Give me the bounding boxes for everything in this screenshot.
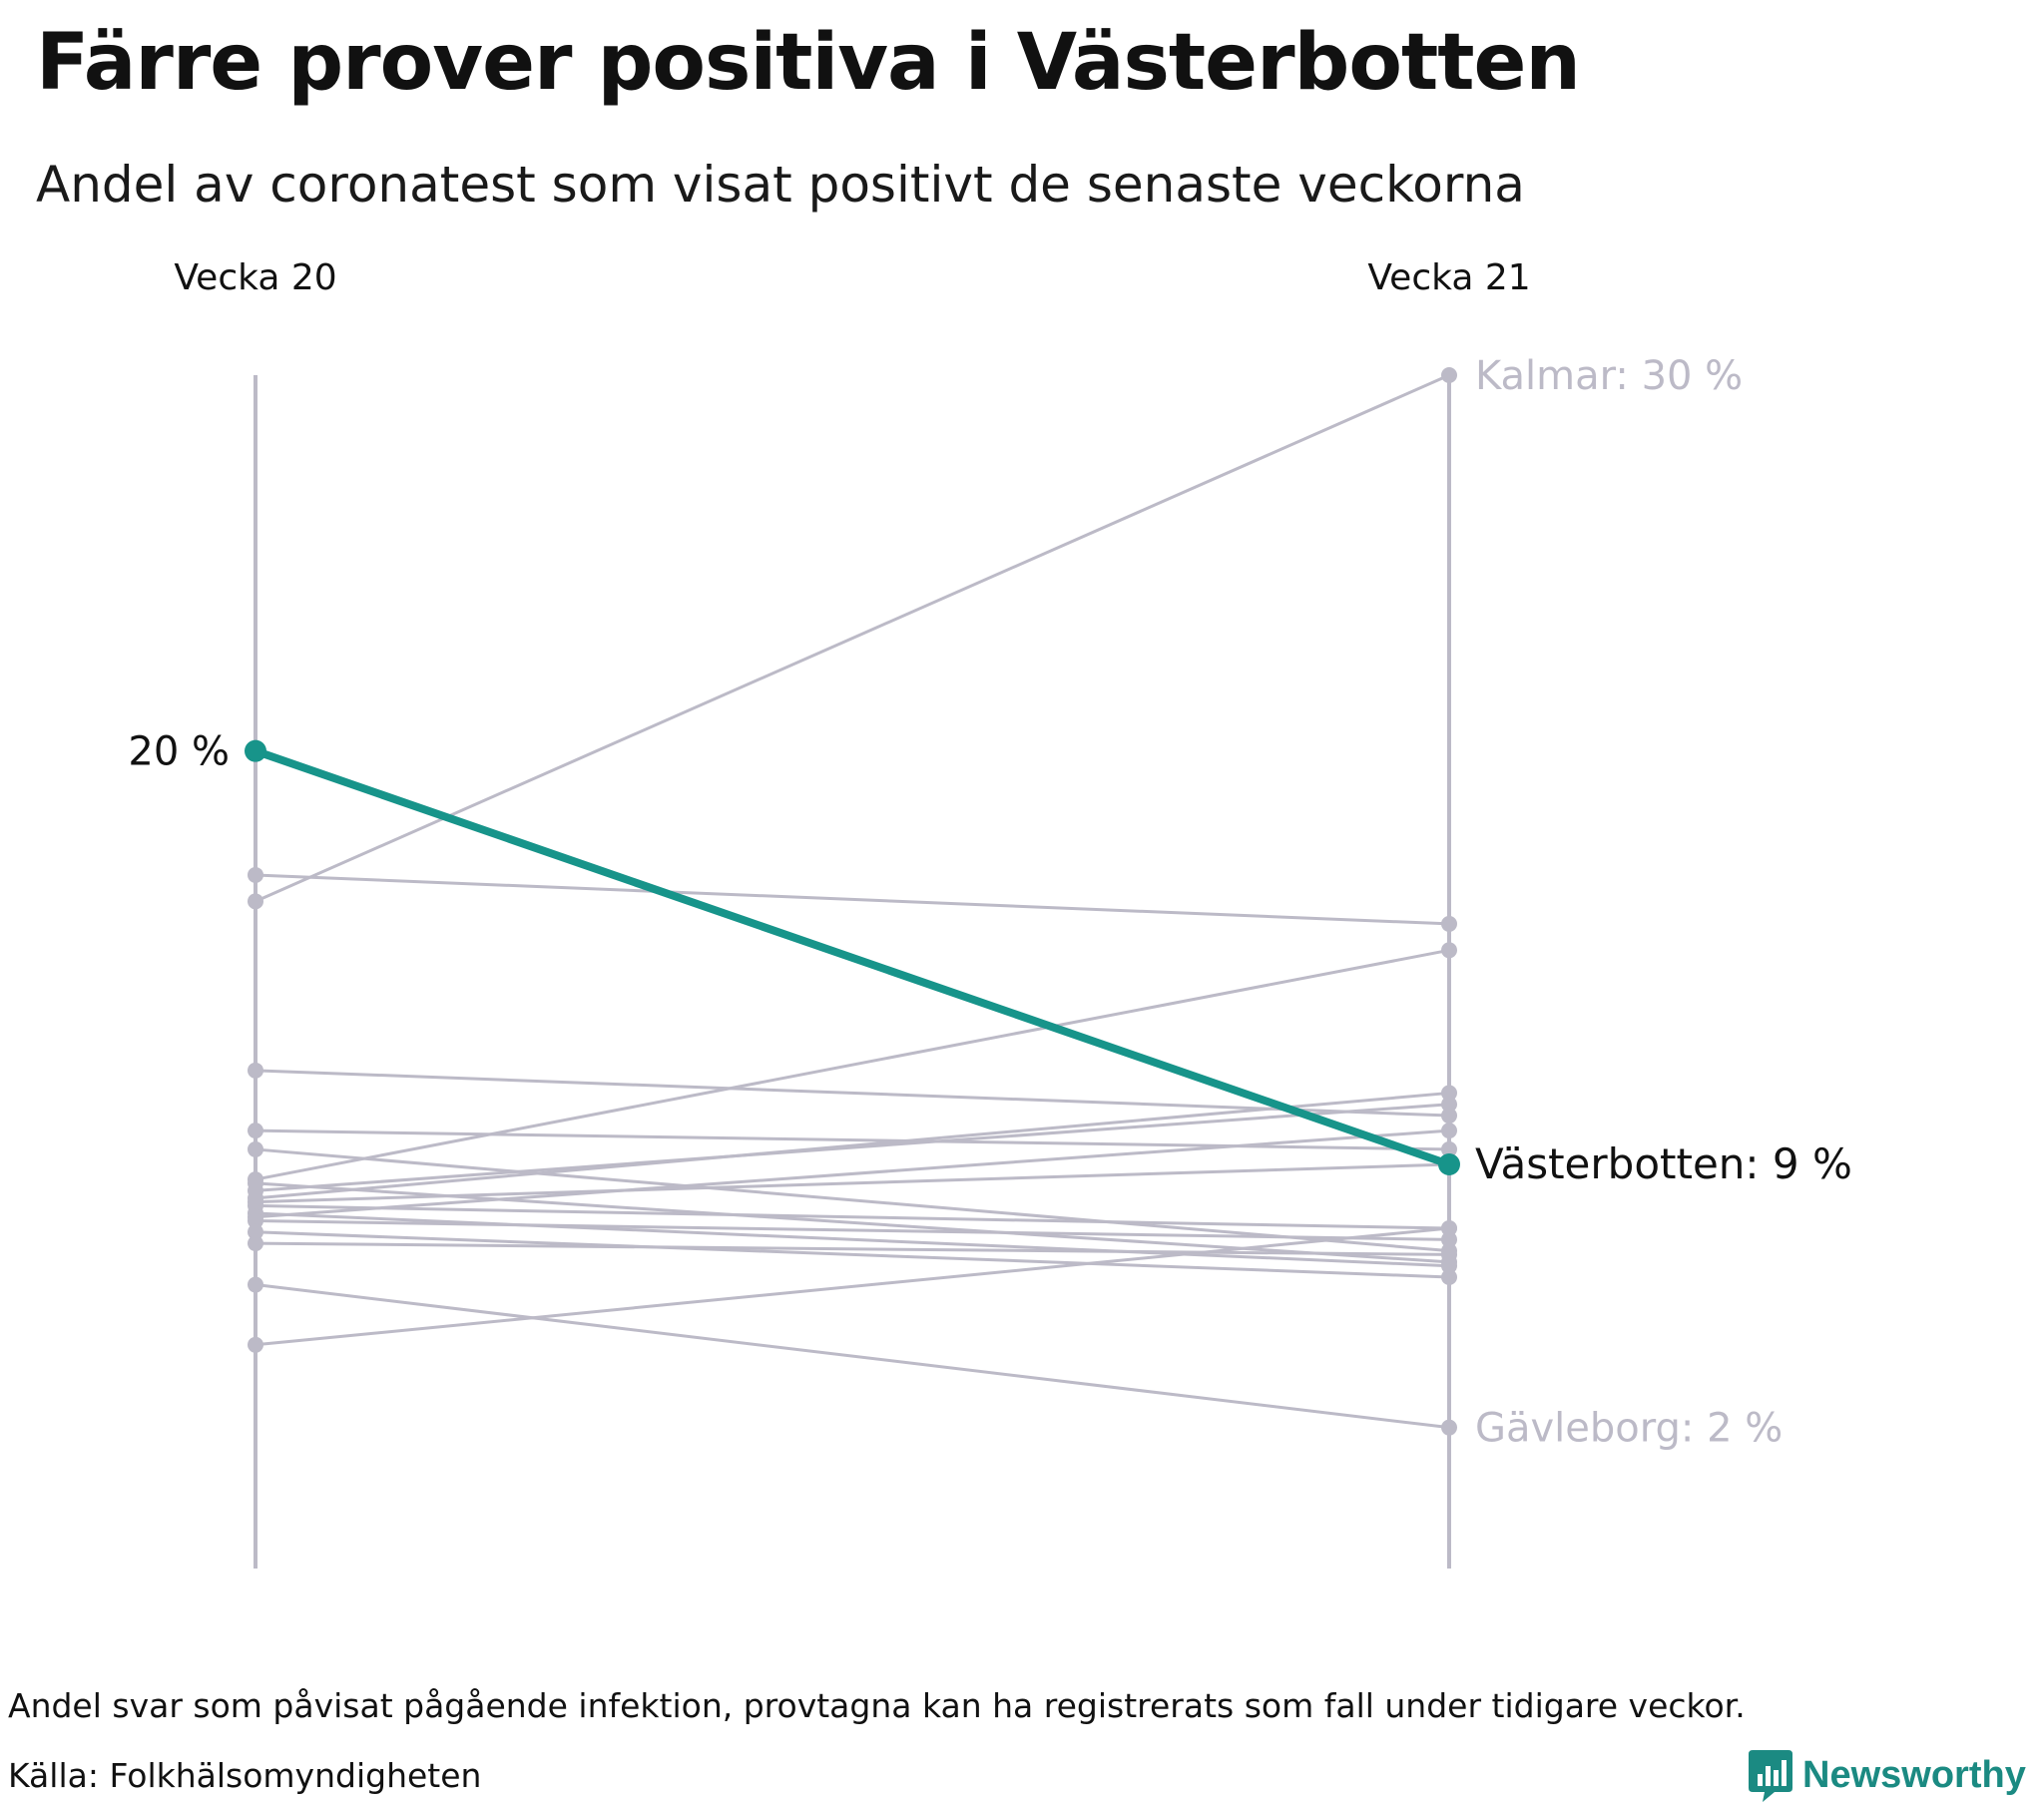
series-line-region-h: [255, 1091, 1450, 1200]
newsworthy-logo: Newsworthy: [1749, 1748, 2026, 1802]
chart-subtitle: Andel av coronatest som visat positivt d…: [36, 156, 1525, 214]
series-line-region-o: [255, 1226, 1450, 1347]
point-kalmar-week-20: [248, 893, 263, 910]
series-line-region-i: [255, 1162, 1450, 1204]
point-region-n-week-20: [248, 1235, 263, 1252]
x-label-week-20: Vecka 20: [174, 257, 336, 298]
series-line-region-d: [255, 1147, 1450, 1253]
label-gävleborg: Gävleborg: 2 %: [1475, 1406, 1783, 1452]
series-line-region-k: [255, 1211, 1450, 1268]
point-region-g-week-21: [1441, 1096, 1457, 1113]
point-region-b-week-20: [248, 1062, 263, 1079]
series-line-region-m: [255, 1219, 1450, 1241]
series-line-västerbotten: [252, 746, 1453, 1168]
footnote: Andel svar som påvisat pågående infektio…: [8, 1686, 1746, 1725]
series-line-region-l: [255, 1128, 1450, 1219]
logo-text: Newsworthy: [1802, 1753, 2026, 1796]
series-line-kalmar: [255, 373, 1450, 903]
series-line-region-e: [255, 948, 1450, 1181]
point-region-m-week-21: [1441, 1231, 1457, 1248]
point-region-e-week-21: [1441, 942, 1457, 959]
series-line-region-n: [255, 1241, 1450, 1256]
point-region-n-week-21: [1441, 1246, 1457, 1263]
point-region-l-week-21: [1441, 1123, 1457, 1139]
point-region-p-week-21: [1441, 1269, 1457, 1285]
point-region-h-week-21: [1441, 1085, 1457, 1102]
point-region-o-week-21: [1441, 1220, 1457, 1237]
point-region-p-week-20: [248, 1223, 263, 1240]
label-västerbotten-end: Västerbotten: 9 %: [1475, 1139, 1852, 1188]
point-västerbotten-week-21: [1438, 1153, 1460, 1175]
point-region-k-week-21: [1441, 1257, 1457, 1274]
point-region-c-week-21: [1441, 1140, 1457, 1157]
point-gävleborg-week-20: [248, 1276, 263, 1293]
label-kalmar: Kalmar: 30 %: [1475, 353, 1743, 399]
series-line-gävleborg: [255, 1283, 1450, 1430]
point-region-m-week-20: [248, 1212, 263, 1229]
point-region-b-week-21: [1441, 1108, 1457, 1125]
point-region-o-week-20: [248, 1336, 263, 1353]
point-gävleborg-week-21: [1441, 1419, 1457, 1436]
point-region-a-week-20: [248, 866, 263, 883]
point-västerbotten-week-20: [245, 739, 266, 762]
chart-title: Färre prover positiva i Västerbotten: [36, 18, 1581, 108]
label-västerbotten-start: 20 %: [128, 729, 230, 775]
x-label-week-21: Vecka 21: [1367, 257, 1530, 298]
point-region-a-week-21: [1441, 915, 1457, 932]
series-line-region-a: [255, 873, 1450, 926]
bar-chart-icon: [1749, 1750, 1792, 1802]
series-group: [248, 367, 1457, 1436]
point-kalmar-week-21: [1441, 367, 1457, 383]
point-region-d-week-20: [248, 1140, 263, 1157]
series-line-region-j: [255, 1203, 1450, 1230]
point-region-c-week-20: [248, 1123, 263, 1139]
series-line-region-b: [255, 1069, 1450, 1118]
slope-chart: Vecka 20 Vecka 21 Kalmar: 30 % Gävleborg: 2…: [128, 257, 1852, 1569]
series-line-region-p: [255, 1230, 1450, 1279]
series-line-region-g: [255, 1103, 1450, 1192]
source-note: Källa: Folkhälsomyndigheten: [8, 1756, 482, 1795]
